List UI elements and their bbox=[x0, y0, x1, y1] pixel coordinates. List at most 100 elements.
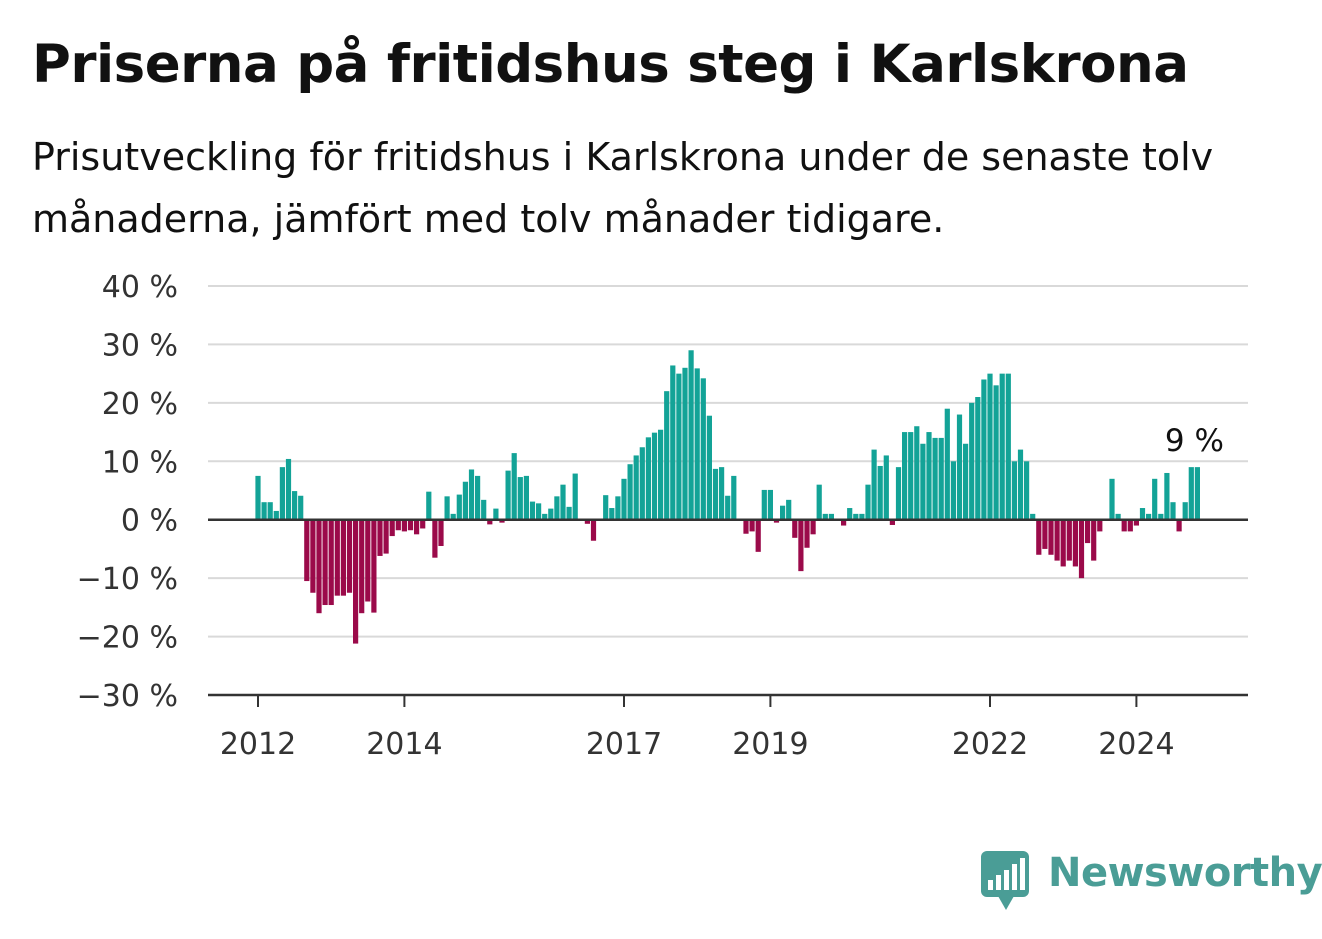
bar bbox=[926, 432, 932, 520]
chart-subtitle: Prisutveckling för fritidshus i Karlskro… bbox=[32, 135, 1214, 241]
bar bbox=[889, 519, 895, 525]
bar bbox=[999, 373, 1005, 520]
bar bbox=[426, 491, 432, 520]
bar bbox=[1133, 519, 1139, 526]
bar bbox=[1188, 467, 1194, 520]
y-tick-label: 10 % bbox=[102, 445, 178, 480]
bar bbox=[658, 429, 664, 520]
brand-logo: Newsworthy bbox=[980, 848, 1322, 910]
bar bbox=[755, 519, 761, 552]
bar bbox=[1024, 461, 1030, 520]
bar bbox=[1139, 508, 1146, 520]
bar bbox=[822, 513, 828, 520]
bar bbox=[1060, 519, 1066, 567]
bar bbox=[761, 489, 767, 520]
bar bbox=[712, 468, 719, 520]
bar bbox=[975, 397, 981, 520]
bar bbox=[902, 432, 908, 520]
bar bbox=[1005, 373, 1011, 520]
bar bbox=[603, 495, 609, 520]
bar bbox=[706, 415, 712, 520]
bar bbox=[468, 469, 475, 520]
bar bbox=[810, 519, 816, 535]
bar bbox=[456, 494, 462, 520]
bar bbox=[1042, 519, 1048, 549]
bar bbox=[1030, 513, 1036, 520]
bar bbox=[365, 519, 371, 602]
x-tick-label: 2022 bbox=[952, 727, 1028, 762]
bar bbox=[1182, 502, 1188, 520]
bar bbox=[432, 519, 438, 558]
bar bbox=[719, 467, 725, 520]
bar bbox=[584, 519, 590, 524]
bar bbox=[938, 437, 944, 520]
bar-chart: 40 %30 %20 %10 %0 %−10 %−20 %−30 % 2012 2… bbox=[77, 270, 1248, 762]
y-tick-label: −30 % bbox=[77, 679, 178, 714]
bar bbox=[334, 519, 340, 596]
y-axis-tick-labels: 40 % 30 % 20 % 10 % 0 % −10 % −20 % −30 % bbox=[77, 270, 178, 714]
bar bbox=[609, 508, 615, 520]
bar bbox=[359, 519, 365, 614]
bar bbox=[1164, 472, 1170, 520]
bar bbox=[847, 508, 853, 520]
bar bbox=[841, 519, 847, 526]
bar bbox=[255, 475, 261, 520]
bar bbox=[828, 513, 834, 520]
bar bbox=[481, 499, 487, 520]
bar bbox=[725, 495, 731, 520]
bar bbox=[694, 368, 700, 520]
bar bbox=[377, 519, 383, 556]
bar bbox=[664, 391, 670, 520]
bar bbox=[639, 447, 645, 520]
x-tick-label: 2024 bbox=[1098, 727, 1174, 762]
bar bbox=[908, 432, 914, 520]
bar bbox=[554, 496, 560, 520]
bar bbox=[590, 519, 597, 541]
bar bbox=[981, 379, 987, 520]
bar bbox=[883, 455, 889, 520]
x-tick-label: 2017 bbox=[586, 727, 662, 762]
bars bbox=[255, 350, 1200, 644]
axes bbox=[208, 518, 1248, 697]
bar bbox=[1146, 513, 1152, 520]
bar bbox=[340, 519, 346, 596]
bar bbox=[395, 519, 401, 531]
bar bbox=[542, 513, 548, 520]
bar bbox=[1127, 519, 1133, 532]
bar bbox=[1072, 519, 1078, 567]
bar bbox=[1091, 519, 1097, 561]
bar bbox=[438, 519, 444, 546]
bar bbox=[956, 414, 963, 520]
bar bbox=[987, 373, 993, 520]
bar bbox=[944, 408, 950, 520]
bar bbox=[523, 475, 529, 520]
bar bbox=[816, 484, 822, 520]
bar bbox=[633, 455, 639, 520]
bar bbox=[749, 519, 755, 532]
bar bbox=[407, 519, 414, 531]
bar bbox=[444, 496, 450, 520]
gridlines bbox=[208, 285, 1248, 638]
x-axis-tick-labels: 2012 2014 2017 2019 2022 2024 bbox=[220, 695, 1175, 762]
bar bbox=[1048, 519, 1054, 555]
bar bbox=[853, 513, 859, 520]
bar bbox=[285, 458, 292, 520]
bar bbox=[859, 513, 865, 520]
bar bbox=[682, 367, 688, 520]
bar bbox=[316, 519, 322, 614]
bar bbox=[676, 373, 682, 520]
bar bbox=[871, 449, 877, 520]
bar bbox=[499, 519, 505, 523]
bar bbox=[627, 464, 633, 520]
bar bbox=[450, 513, 456, 520]
bar bbox=[1121, 519, 1127, 532]
bar bbox=[414, 519, 420, 535]
bar bbox=[792, 519, 798, 538]
bar bbox=[963, 443, 969, 520]
y-tick-label: −20 % bbox=[77, 621, 178, 656]
bar bbox=[731, 475, 737, 520]
bar bbox=[493, 508, 499, 520]
bar bbox=[572, 473, 578, 520]
bar bbox=[621, 478, 627, 520]
bar bbox=[548, 508, 554, 520]
